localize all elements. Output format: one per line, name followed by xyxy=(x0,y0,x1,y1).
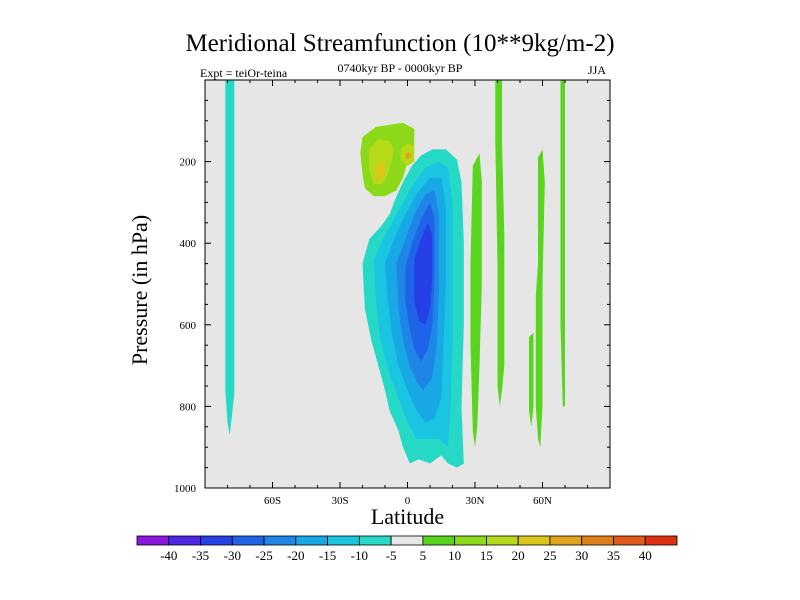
y-tick-label: 800 xyxy=(180,401,197,413)
y-tick-label: 200 xyxy=(180,157,197,169)
contour-regions xyxy=(225,80,565,468)
colorbar-swatch xyxy=(549,535,583,546)
y-tick-label: 600 xyxy=(180,320,197,332)
x-tick-label: 30N xyxy=(466,495,485,507)
colorbar-label: -5 xyxy=(386,548,397,563)
cell-30n-positive xyxy=(470,153,482,448)
cell-eq-negative-30 xyxy=(414,222,433,325)
cell-80s-weak-negative xyxy=(225,80,235,435)
cell-70n-positive xyxy=(560,80,565,407)
chart-title: Meridional Streamfunction (10**9kg/m-2) xyxy=(185,30,615,57)
colorbar-label: -30 xyxy=(224,548,241,563)
colorbar-swatch xyxy=(263,535,297,546)
x-tick-label: 60N xyxy=(533,495,552,507)
cell-55n-positive xyxy=(529,333,534,427)
colorbar-label: -40 xyxy=(160,548,177,563)
colorbar-label: -10 xyxy=(351,548,368,563)
x-tick-label: 0 xyxy=(405,495,411,507)
colorbar-label: -20 xyxy=(287,548,304,563)
colorbar: -40 -35 -30 -25 -20 -15 -10 -5 5 10 15 20 25 30 35 40 xyxy=(136,535,678,563)
colorbar-swatch xyxy=(136,535,170,546)
colorbar-swatch xyxy=(168,535,201,546)
colorbar-label: 5 xyxy=(420,548,427,563)
colorbar-swatch xyxy=(327,535,360,546)
y-tick-label: 400 xyxy=(180,238,197,250)
colorbar-swatch xyxy=(422,535,456,546)
colorbar-label: -15 xyxy=(319,548,336,563)
colorbar-swatch xyxy=(231,535,265,546)
colorbar-label: 15 xyxy=(480,548,493,563)
cell-15s-positive-core xyxy=(376,161,385,182)
colorbar-label: 25 xyxy=(543,548,556,563)
colorbar-swatch xyxy=(613,535,646,546)
colorbar-swatch xyxy=(295,535,328,546)
experiment-label: Expt = teiOr-teina xyxy=(200,66,288,80)
time-period-label: 0740kyr BP - 0000kyr BP xyxy=(337,61,463,75)
colorbar-label: -25 xyxy=(255,548,272,563)
x-tick-label: 30S xyxy=(331,495,348,507)
colorbar-label: 40 xyxy=(639,548,652,563)
x-tick-label: 60S xyxy=(264,495,281,507)
colorbar-swatch xyxy=(581,535,614,546)
cell-40n-positive xyxy=(495,80,505,407)
x-axis-label: Latitude xyxy=(370,504,445,529)
cell-15s-positive-middle xyxy=(369,139,394,184)
colorbar-swatch xyxy=(390,535,424,546)
colorbar-swatch xyxy=(517,535,551,546)
colorbar-swatch xyxy=(454,535,487,546)
colorbar-swatch xyxy=(644,535,678,546)
axis-ticks: 60S 30S 0 30N 60N 200 400 600 800 1000 xyxy=(174,79,611,507)
colorbar-label: 30 xyxy=(575,548,588,563)
colorbar-swatch xyxy=(486,535,519,546)
cell-60n-positive xyxy=(535,149,545,448)
colorbar-swatch xyxy=(358,535,392,546)
colorbar-label: 20 xyxy=(512,548,525,563)
season-label: JJA xyxy=(588,63,607,77)
colorbar-label: 10 xyxy=(448,548,461,563)
colorbar-label: 35 xyxy=(607,548,620,563)
colorbar-swatch xyxy=(200,535,233,546)
y-tick-label: 1000 xyxy=(174,483,197,495)
colorbar-label: -35 xyxy=(192,548,209,563)
cell-0-positive-core xyxy=(405,152,412,160)
